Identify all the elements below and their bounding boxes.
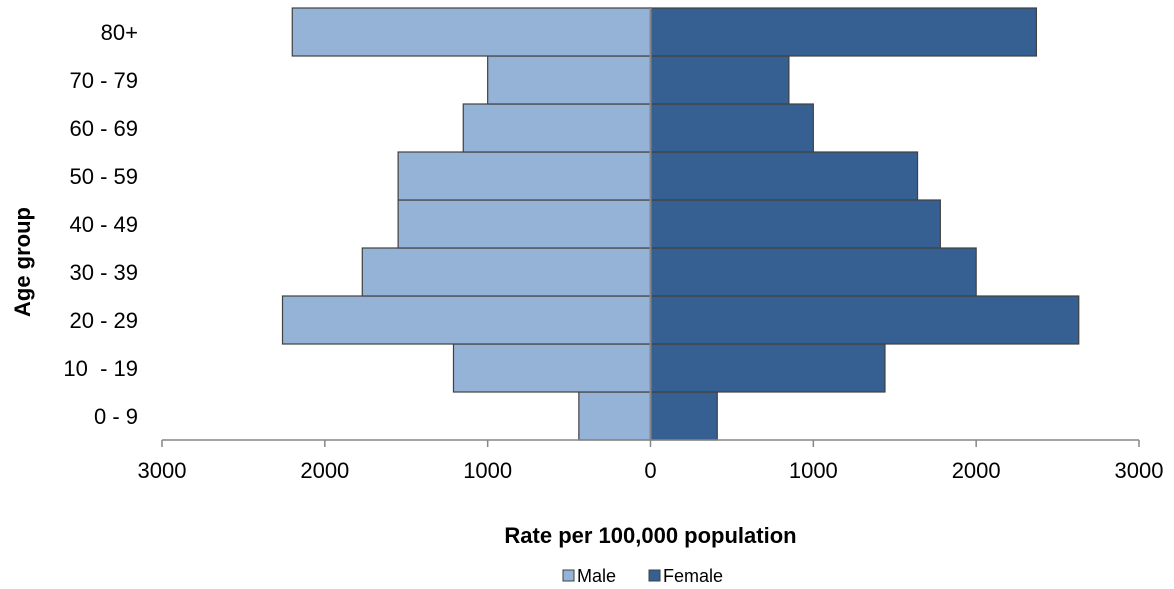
bar-female-4	[649, 199, 941, 249]
legend-label-female: Female	[663, 566, 723, 586]
y-axis-title: Age group	[10, 207, 35, 317]
bar-male-4	[397, 199, 652, 249]
bar-male-2	[281, 295, 652, 345]
y-tick-label: 70 - 79	[70, 68, 139, 93]
bar-female-3	[649, 247, 977, 297]
female-bars	[649, 7, 1080, 441]
x-tick-label: 1000	[463, 458, 512, 483]
legend-swatch-female	[648, 569, 661, 582]
bar-female-8	[649, 7, 1038, 57]
y-tick-label: 50 - 59	[70, 164, 139, 189]
y-tick-label: 40 - 49	[70, 212, 139, 237]
x-tick-label: 2000	[952, 458, 1001, 483]
bar-male-7	[487, 55, 652, 105]
y-axis-labels: 0 - 9 10 - 19 20 - 29 30 - 39 40 - 49 50 - 59…	[63, 20, 138, 429]
bar-female-1	[649, 343, 886, 393]
x-axis: 3000 2000 1000 0 1000 2000 3000	[138, 439, 1164, 483]
x-tick-label: 2000	[300, 458, 349, 483]
y-tick-label: 10 - 19	[63, 356, 138, 381]
bar-female-2	[649, 295, 1080, 345]
y-tick-label: 30 - 39	[70, 260, 139, 285]
bar-male-1	[452, 343, 652, 393]
legend: Male Female	[562, 566, 723, 586]
x-tick-label: 3000	[1115, 458, 1164, 483]
bar-female-7	[649, 55, 790, 105]
y-tick-label: 0 - 9	[94, 404, 138, 429]
bar-male-0	[578, 391, 652, 441]
bar-male-3	[361, 247, 652, 297]
bar-male-6	[462, 103, 652, 153]
bar-male-5	[397, 151, 652, 201]
bar-male-8	[291, 7, 652, 57]
bar-female-0	[649, 391, 718, 441]
x-axis-title: Rate per 100,000 population	[504, 523, 796, 548]
y-tick-label: 20 - 29	[70, 308, 139, 333]
x-tick-label: 3000	[138, 458, 187, 483]
bar-female-6	[649, 103, 814, 153]
bar-female-5	[649, 151, 919, 201]
legend-label-male: Male	[577, 566, 616, 586]
legend-swatch-male	[562, 569, 575, 582]
x-tick-label: 0	[644, 458, 656, 483]
x-tick-label: 1000	[789, 458, 838, 483]
male-bars	[281, 7, 652, 441]
y-tick-label: 60 - 69	[70, 116, 139, 141]
y-tick-label: 80+	[101, 20, 138, 45]
